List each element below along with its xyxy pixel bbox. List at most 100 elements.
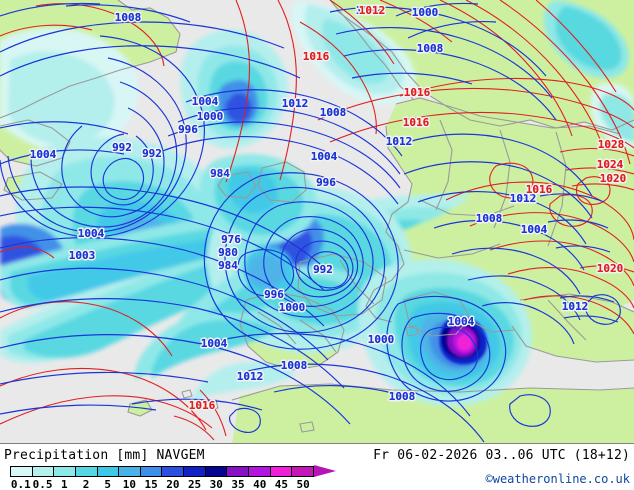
svg-text:1000: 1000 bbox=[197, 110, 224, 123]
svg-text:1012: 1012 bbox=[356, 4, 383, 17]
svg-text:1012: 1012 bbox=[386, 135, 413, 148]
colorbar-tick-25: 25 bbox=[187, 478, 202, 490]
svg-text:1000: 1000 bbox=[412, 6, 439, 19]
colorbar-swatch-2 bbox=[75, 467, 98, 476]
svg-text:1012: 1012 bbox=[510, 192, 537, 205]
colorbar-swatch-50 bbox=[292, 467, 313, 476]
precipitation-layer bbox=[0, 0, 634, 407]
svg-text:1020: 1020 bbox=[597, 262, 624, 275]
colorbar-swatch-5 bbox=[97, 467, 120, 476]
svg-text:1004: 1004 bbox=[192, 95, 219, 108]
svg-text:996: 996 bbox=[178, 123, 198, 136]
svg-text:1004: 1004 bbox=[201, 337, 228, 350]
colorbar-tick-labels: 0.1 0.5 1 2 5 10 15 20 25 30 35 40 45 50 bbox=[4, 478, 344, 490]
svg-text:984: 984 bbox=[210, 167, 230, 180]
forecast-datestamp: Fr 06-02-2026 03..06 UTC (18+12) bbox=[373, 448, 630, 463]
svg-text:992: 992 bbox=[313, 263, 333, 276]
svg-text:1000: 1000 bbox=[368, 333, 395, 346]
svg-text:1008: 1008 bbox=[320, 106, 347, 119]
svg-text:1024: 1024 bbox=[597, 158, 624, 171]
svg-text:1004: 1004 bbox=[192, 95, 219, 108]
svg-text:1012: 1012 bbox=[356, 4, 383, 17]
svg-text:1016: 1016 bbox=[404, 86, 431, 99]
svg-text:1016: 1016 bbox=[526, 183, 553, 196]
svg-text:1008: 1008 bbox=[281, 359, 308, 372]
svg-text:1012: 1012 bbox=[282, 97, 309, 110]
svg-text:1012: 1012 bbox=[562, 300, 589, 313]
svg-text:992: 992 bbox=[142, 147, 162, 160]
svg-text:1004: 1004 bbox=[448, 315, 475, 328]
svg-text:1028: 1028 bbox=[598, 138, 625, 151]
isobar-low-layer bbox=[0, 2, 621, 443]
svg-text:996: 996 bbox=[264, 288, 284, 301]
colorbar-tick-30: 30 bbox=[209, 478, 223, 490]
svg-text:1012: 1012 bbox=[562, 300, 589, 313]
svg-text:1024: 1024 bbox=[597, 158, 624, 171]
svg-text:992: 992 bbox=[112, 141, 132, 154]
svg-text:1000: 1000 bbox=[197, 110, 224, 123]
colorbar-swatch-1 bbox=[54, 467, 76, 476]
svg-text:980: 980 bbox=[218, 246, 238, 259]
precipitation-colorbar[interactable]: 0.1 0.5 1 2 5 10 15 20 25 30 35 40 45 50 bbox=[4, 465, 344, 490]
svg-text:1020: 1020 bbox=[600, 172, 627, 185]
svg-text:1016: 1016 bbox=[404, 86, 431, 99]
svg-text:1000: 1000 bbox=[368, 333, 395, 346]
svg-text:1016: 1016 bbox=[303, 50, 330, 63]
svg-text:1016: 1016 bbox=[403, 116, 430, 129]
precipitation-map[interactable]: 1008 1008 1012 1012 1000 1000 1008 1008 1004 1004… bbox=[0, 0, 634, 444]
colorbar-tick-5: 5 bbox=[104, 478, 112, 490]
isobar-high-labels: 1012101210161016101610161016101610281028… bbox=[187, 3, 628, 414]
colorbar-swatch-0.5 bbox=[32, 467, 55, 476]
colorbar-tick-10: 10 bbox=[122, 478, 137, 490]
svg-text:1004: 1004 bbox=[30, 148, 57, 161]
colorbar-tick-0.5: 0.5 bbox=[32, 478, 53, 490]
map-footer: Precipitation [mm] NAVGEM Fr 06-02-2026 … bbox=[0, 444, 634, 490]
svg-text:976: 976 bbox=[221, 233, 241, 246]
svg-text:1000: 1000 bbox=[279, 301, 306, 314]
svg-text:1012: 1012 bbox=[237, 370, 264, 383]
svg-text:1008: 1008 bbox=[115, 11, 142, 24]
colorbar-tick-0.1: 0.1 bbox=[10, 478, 31, 490]
svg-text:984: 984 bbox=[218, 259, 238, 272]
svg-text:1003: 1003 bbox=[69, 249, 96, 262]
colorbar-tick-50: 50 bbox=[296, 478, 310, 490]
svg-text:1020: 1020 bbox=[600, 172, 627, 185]
svg-text:992: 992 bbox=[112, 141, 132, 154]
colorbar-swatch-40 bbox=[249, 467, 271, 476]
svg-text:1008: 1008 bbox=[320, 106, 347, 119]
colorbar-tick-1: 1 bbox=[60, 478, 68, 490]
svg-text:1016: 1016 bbox=[189, 399, 216, 412]
svg-text:1008: 1008 bbox=[389, 390, 416, 403]
svg-text:984: 984 bbox=[210, 167, 230, 180]
colorbar-tick-2: 2 bbox=[82, 478, 90, 490]
colorbar-tick-40: 40 bbox=[253, 478, 267, 490]
colorbar-swatch-10 bbox=[119, 467, 141, 476]
